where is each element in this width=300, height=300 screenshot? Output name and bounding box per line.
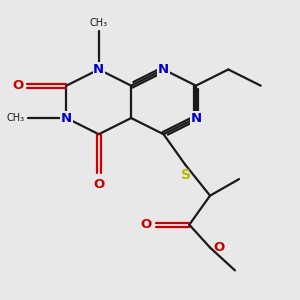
- Text: O: O: [213, 241, 225, 254]
- Text: N: N: [93, 63, 104, 76]
- Text: N: N: [158, 63, 169, 76]
- Text: O: O: [141, 218, 152, 231]
- Text: S: S: [181, 168, 191, 182]
- Text: N: N: [190, 112, 202, 124]
- Text: O: O: [93, 178, 104, 191]
- Text: O: O: [12, 79, 23, 92]
- Text: N: N: [61, 112, 72, 124]
- Text: CH₃: CH₃: [6, 113, 25, 123]
- Text: CH₃: CH₃: [90, 17, 108, 28]
